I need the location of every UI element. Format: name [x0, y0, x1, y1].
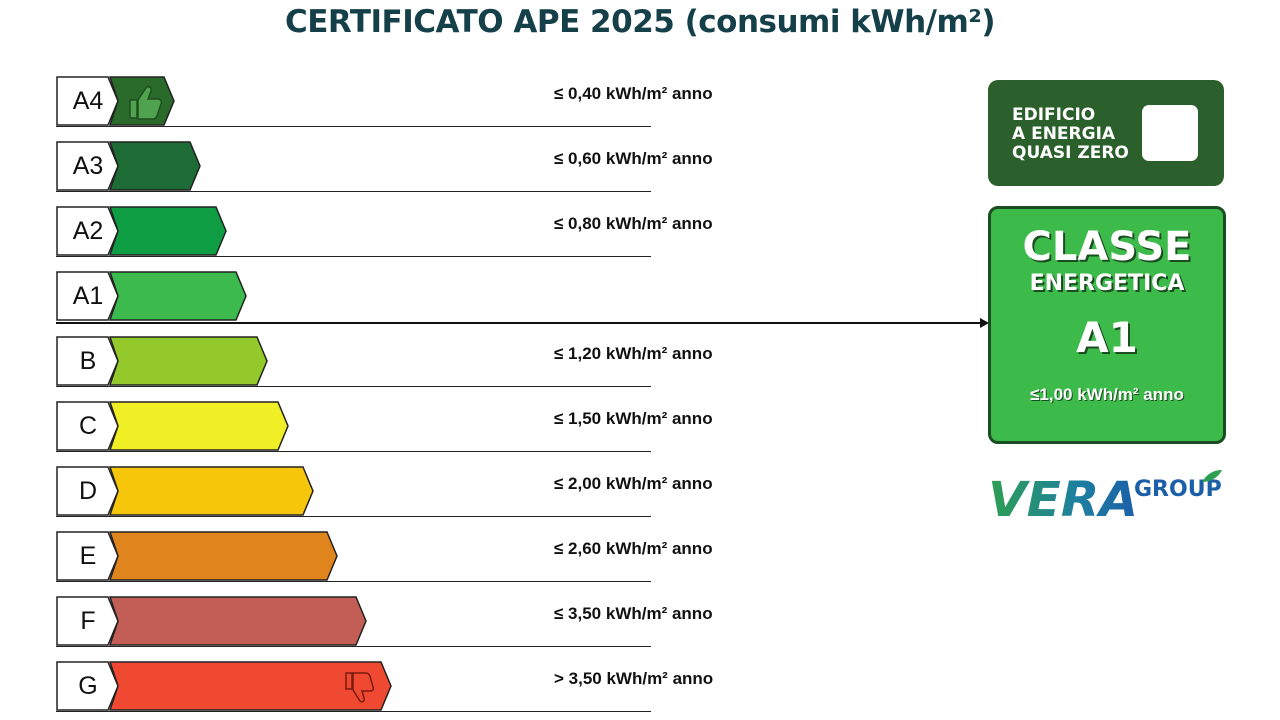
vera-group-logo: VERA GROUP [988, 468, 1228, 528]
arrow-head-icon [980, 318, 989, 328]
energy-class-row-g: G > 3,50 kWh/m² anno [56, 661, 713, 713]
energy-class-row-e: E ≤ 2,60 kWh/m² anno [56, 531, 713, 583]
thumbs-down-icon [345, 672, 375, 703]
class-label: E [79, 542, 97, 570]
class-threshold: ≤ 2,00 kWh/m² anno [554, 474, 713, 493]
class-threshold: ≤ 1,20 kWh/m² anno [554, 344, 713, 363]
class-bar-shape [56, 661, 392, 711]
class-label: A2 [72, 217, 104, 245]
class-bar-shape [56, 76, 175, 126]
class-box-class: A1 [1076, 313, 1138, 362]
energy-class-row-a1: A1 [56, 271, 656, 323]
class-bar-shape [56, 271, 247, 321]
leaf-icon [1202, 470, 1222, 482]
page-title: CERTIFICATO APE 2025 (consumi kWh/m²) [284, 4, 996, 40]
class-bar-shape [56, 466, 314, 516]
class-threshold: ≤ 0,80 kWh/m² anno [554, 214, 713, 233]
class-bar-shape [56, 596, 367, 646]
class-threshold: ≤ 1,50 kWh/m² anno [554, 409, 713, 428]
class-threshold: > 3,50 kWh/m² anno [554, 669, 714, 688]
class-box-value: ≤1,00 kWh/m² anno [1030, 385, 1184, 404]
nzeb-label: EDIFICIO A ENERGIA QUASI ZERO [1012, 106, 1129, 163]
class-label: F [80, 607, 96, 635]
class-threshold: ≤ 0,60 kWh/m² anno [554, 149, 713, 168]
nzeb-badge: EDIFICIO A ENERGIA QUASI ZERO [988, 80, 1224, 186]
class-label: A4 [72, 87, 104, 115]
energy-class-row-a3: A3 ≤ 0,60 kWh/m² anno [56, 141, 713, 193]
class-bar-shape [56, 206, 227, 256]
class-label: B [79, 347, 97, 375]
class-threshold: ≤ 0,40 kWh/m² anno [554, 84, 713, 103]
thumbs-up-icon [129, 86, 163, 120]
nzeb-line-3: QUASI ZERO [1012, 143, 1129, 163]
class-label: G [78, 672, 98, 700]
energy-class-result: CLASSE ENERGETICA A1 ≤1,00 kWh/m² anno [988, 206, 1226, 444]
row-divider [56, 646, 651, 647]
nzeb-line-1: EDIFICIO [1012, 105, 1096, 125]
class-label: A3 [72, 152, 104, 180]
class-label: D [78, 477, 98, 505]
class-threshold: ≤ 3,50 kWh/m² anno [554, 604, 713, 623]
current-class-pointer-line [56, 322, 982, 324]
row-divider [56, 126, 651, 127]
row-divider [56, 386, 651, 387]
row-divider [56, 581, 651, 582]
energy-class-row-d: D ≤ 2,00 kWh/m² anno [56, 466, 713, 518]
nzeb-checkbox [1142, 105, 1198, 161]
class-box-subtitle: ENERGETICA [1029, 271, 1185, 296]
row-divider [56, 451, 651, 452]
energy-class-row-a2: A2 ≤ 0,80 kWh/m² anno [56, 206, 713, 258]
class-label: C [78, 412, 98, 440]
class-bar-shape [56, 401, 289, 451]
class-bar-shape [56, 336, 268, 386]
nzeb-line-2: A ENERGIA [1012, 124, 1116, 144]
row-divider [56, 191, 651, 192]
class-bar-shape [56, 531, 338, 581]
class-bar-shape [56, 141, 201, 191]
energy-class-row-b: B ≤ 1,20 kWh/m² anno [56, 336, 713, 388]
class-threshold: ≤ 2,60 kWh/m² anno [554, 539, 713, 558]
row-divider [56, 256, 651, 257]
class-box-title: CLASSE [1022, 224, 1192, 270]
energy-class-row-a4: A4 ≤ 0,40 kWh/m² anno [56, 76, 713, 128]
energy-class-row-f: F ≤ 3,50 kWh/m² anno [56, 596, 713, 648]
class-label: A1 [72, 282, 104, 310]
row-divider [56, 711, 651, 712]
logo-icon: VERA GROUP [988, 470, 1222, 528]
energy-class-row-c: C ≤ 1,50 kWh/m² anno [56, 401, 713, 453]
row-divider [56, 516, 651, 517]
logo-name: VERA [988, 472, 1138, 524]
